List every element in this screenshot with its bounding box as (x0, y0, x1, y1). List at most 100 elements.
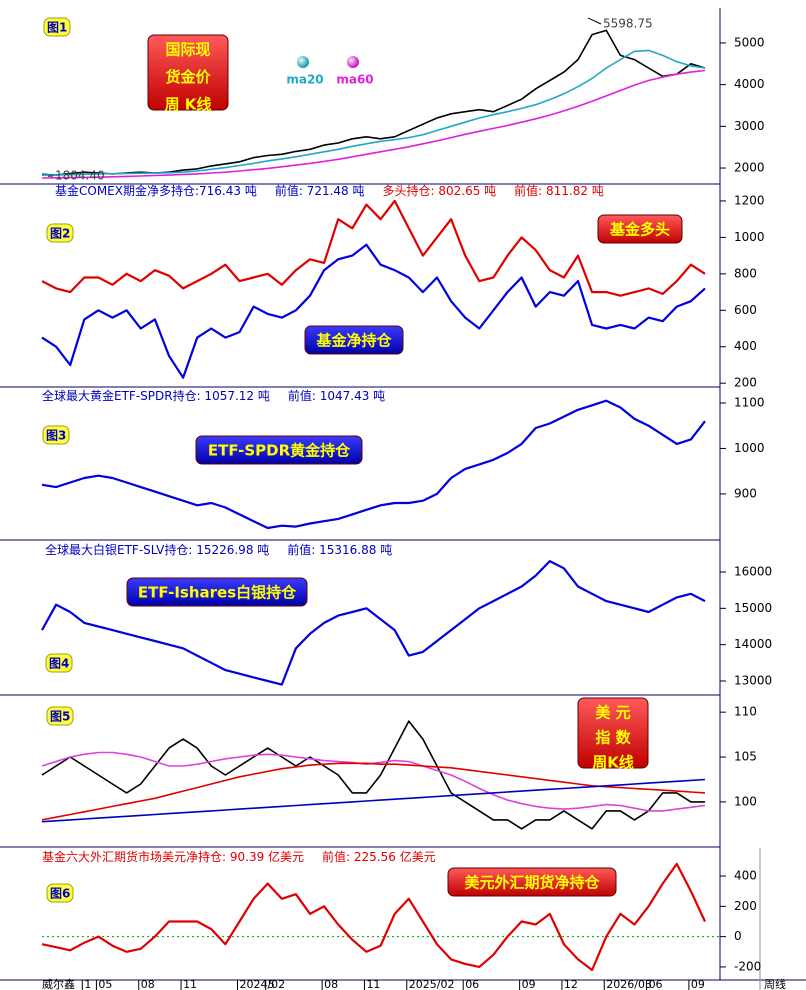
legend-label: ma20 (286, 73, 323, 87)
y-tick-label: 400 (734, 869, 757, 883)
legend-label: 基金净持仓 (315, 332, 392, 350)
legend-box (195, 435, 363, 465)
y-tick-label: 1000 (734, 441, 765, 455)
series-line (41, 399, 706, 530)
y-tick-label: 600 (734, 303, 757, 317)
x-tick-label: 06 (465, 978, 479, 990)
y-tick-label: 1100 (734, 396, 765, 410)
panel-header: 基金COMEX期金净多持仓:716.43 吨 前值: 721.48 吨 多头持仓: … (55, 183, 604, 198)
header-item: 前值: 721.48 吨 (275, 183, 365, 198)
panel-badge-label: 图3 (46, 429, 66, 443)
brand: 威尔鑫 (42, 977, 75, 990)
header-item: 前值: 15316.88 吨 (287, 542, 392, 557)
y-tick-label: 15000 (734, 601, 772, 615)
header-item: 前值: 1047.43 吨 (288, 388, 385, 403)
y-tick-label: -200 (734, 959, 761, 973)
y-tick-label: 4000 (734, 77, 765, 91)
title-line: 周 K线 (165, 96, 212, 114)
panel-badge (43, 17, 71, 37)
panel-badge-label: 图1 (47, 21, 67, 35)
title-line: 美 元 (595, 704, 630, 722)
x-tick-label: 12 (564, 978, 578, 990)
x-tick-label: 1 (84, 978, 91, 990)
header-item: 全球最大黄金ETF-SPDR持仓: 1057.12 吨 (42, 388, 270, 403)
extreme-marker (587, 17, 602, 25)
y-tick-label: 1200 (734, 193, 765, 207)
y-tick-label: 13000 (734, 674, 772, 688)
title-line: 周K线 (592, 754, 634, 772)
panel-header: 全球最大黄金ETF-SPDR持仓: 1057.12 吨 前值: 1047.43 吨 (42, 388, 385, 403)
y-tick-label: 200 (734, 899, 757, 913)
x-tick-label: 08 (324, 978, 338, 990)
series-line (41, 69, 706, 179)
y-tick-label: 900 (734, 486, 757, 500)
legend-swatch (347, 56, 359, 68)
y-tick-label: 0 (734, 929, 742, 943)
panel-badge-label: 图2 (50, 227, 70, 241)
header-item: 基金COMEX期金净多持仓:716.43 吨 (55, 183, 257, 198)
y-tick-label: 5000 (734, 35, 765, 49)
x-tick-label: 11 (183, 978, 197, 990)
panel-header: 全球最大白银ETF-SLV持仓: 15226.98 吨 前值: 15316.88 … (45, 542, 392, 557)
panel-badge (45, 653, 73, 673)
panel-badge (46, 706, 74, 726)
x-tick-label: 09 (691, 978, 705, 990)
header-item: 多头持仓: 802.65 吨 (383, 183, 497, 198)
series-line (41, 560, 706, 686)
y-tick-label: 1000 (734, 230, 765, 244)
x-tick-label: 11 (366, 978, 380, 990)
title-line: 国际现 (165, 41, 210, 59)
panel-badge-label: 图6 (50, 887, 70, 901)
panel-header: 基金六大外汇期货市场美元净持仓: 90.39 亿美元 前值: 225.56 亿美元 (42, 849, 436, 864)
x-tick-label: 06 (649, 978, 663, 990)
legend-box (304, 325, 404, 355)
panel-badge (42, 425, 70, 445)
y-tick-label: 105 (734, 750, 757, 764)
series-line (41, 778, 706, 823)
y-tick-label: 110 (734, 705, 757, 719)
legend-label: 基金多头 (609, 221, 670, 239)
x-tick-label: 2024/02 (239, 978, 285, 990)
header-item: 前值: 225.56 亿美元 (322, 849, 436, 864)
panel-badge-label: 图4 (49, 657, 69, 671)
header-item: 全球最大白银ETF-SLV持仓: 15226.98 吨 (45, 542, 269, 557)
header-item: 前值: 811.82 吨 (514, 183, 604, 198)
legend-box (447, 867, 617, 897)
legend-label: ma60 (336, 73, 373, 87)
panel-badge (46, 883, 74, 903)
y-tick-label: 3000 (734, 119, 765, 133)
x-tick-label: 09 (522, 978, 536, 990)
series-line (41, 720, 705, 830)
x-tick-label: 2026/03 (606, 978, 652, 990)
legend-swatch (297, 56, 309, 68)
extreme-label: 5598.75 (603, 17, 653, 31)
title-box (147, 34, 229, 111)
legend-box (597, 214, 683, 244)
x-axis-label: 周线 (764, 977, 786, 990)
series-line (41, 49, 706, 176)
y-tick-label: 100 (734, 794, 757, 808)
x-tick-label: 2025/02 (409, 978, 455, 990)
y-tick-label: 2000 (734, 161, 765, 175)
title-line: 货金价 (165, 68, 211, 86)
legend-label: ETF-Ishares白银持仓 (138, 584, 297, 602)
legend-label: 美元外汇期货净持仓 (464, 874, 600, 892)
title-box (577, 697, 649, 769)
panel-badge (46, 223, 74, 243)
series-line (41, 243, 706, 379)
series-line (41, 199, 706, 297)
x-tick-label: 05 (98, 978, 112, 990)
extreme-label: 1804.40 (55, 169, 105, 183)
y-tick-label: 200 (734, 376, 757, 390)
title-line: 指 数 (595, 729, 631, 747)
y-tick-label: 400 (734, 339, 757, 353)
header-item: 基金六大外汇期货市场美元净持仓: 90.39 亿美元 (42, 849, 304, 864)
legend-label: ETF-SPDR黄金持仓 (208, 442, 351, 460)
y-tick-label: 14000 (734, 637, 772, 651)
series-line (41, 862, 706, 972)
y-tick-label: 800 (734, 266, 757, 280)
legend-box (126, 577, 308, 607)
